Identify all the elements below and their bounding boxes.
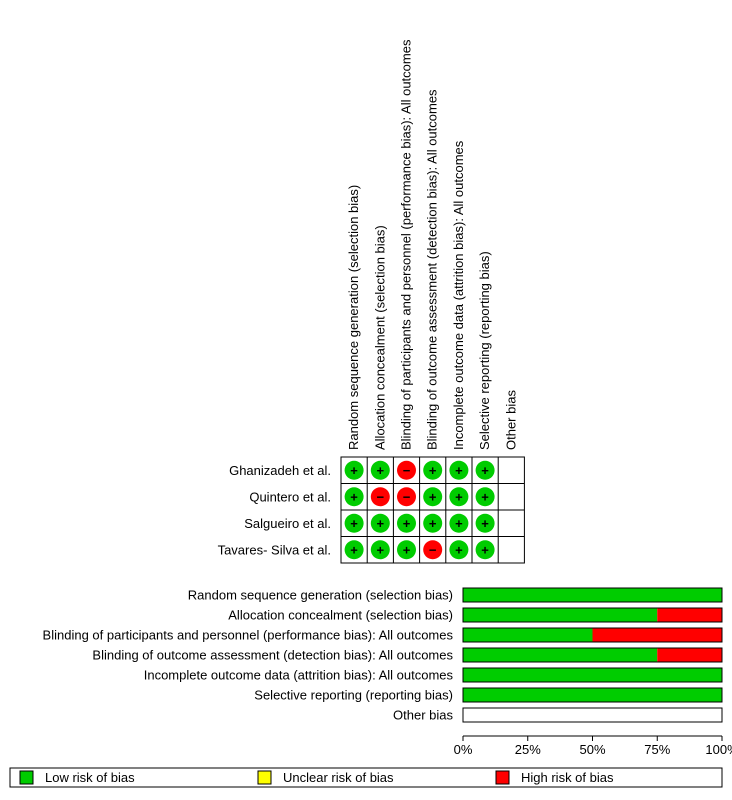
rating-low-mark <box>475 460 495 480</box>
domain-header: Other bias <box>503 390 518 450</box>
rating-symbol: − <box>403 489 411 504</box>
rating-symbol: + <box>403 542 411 557</box>
bar-label: Other bias <box>393 708 453 723</box>
bar-outline <box>462 627 723 643</box>
rating-low-mark <box>344 540 364 560</box>
rating-low-mark <box>344 460 364 480</box>
rating-low-mark <box>423 513 443 533</box>
study-label: Tavares- Silva et al. <box>218 542 331 557</box>
rating-symbol: + <box>429 516 437 531</box>
rating-low-mark <box>449 487 469 507</box>
legend-label: Low risk of bias <box>45 770 135 785</box>
rating-low-mark <box>423 460 443 480</box>
rating-low-mark <box>370 540 390 560</box>
rating-symbol: + <box>429 463 437 478</box>
rating-symbol: + <box>455 489 463 504</box>
rating-symbol: + <box>350 489 358 504</box>
bar-segment-low <box>463 608 658 622</box>
study-label: Salgueiro et al. <box>244 516 331 531</box>
bar-outline <box>462 687 723 703</box>
bar-segment-low <box>463 588 722 602</box>
rating-symbol: + <box>350 542 358 557</box>
study-label: Ghanizadeh et al. <box>229 463 331 478</box>
bar-outline <box>462 707 723 723</box>
rating-symbol: + <box>377 463 385 478</box>
rating-low-mark <box>475 513 495 533</box>
bar-segment-high <box>592 628 722 642</box>
bar-outline <box>462 667 723 683</box>
rating-high-mark <box>423 540 443 560</box>
risk-of-bias-graph: Random sequence generation (selection bi… <box>43 587 732 757</box>
bar-outline <box>462 587 723 603</box>
domain-header: Selective reporting (reporting bias) <box>477 251 492 450</box>
rating-symbol: + <box>481 542 489 557</box>
rating-symbol: + <box>377 516 385 531</box>
rating-symbol: + <box>481 516 489 531</box>
legend-swatch-low <box>19 770 34 785</box>
bar-segment-low <box>463 688 722 702</box>
bar-segment-high <box>657 648 722 662</box>
study-label: Quintero et al. <box>249 489 331 504</box>
rating-low-mark <box>475 487 495 507</box>
legend-swatch-unclear <box>257 770 272 785</box>
bar-label: Incomplete outcome data (attrition bias)… <box>144 668 454 683</box>
domain-header: Incomplete outcome data (attrition bias)… <box>451 140 466 450</box>
bar-outline <box>462 607 723 623</box>
legend-label: High risk of bias <box>521 770 614 785</box>
bar-segment-low <box>463 668 722 682</box>
rating-symbol: − <box>377 489 385 504</box>
domain-header: Allocation concealment (selection bias) <box>372 225 387 450</box>
domain-header: Blinding of outcome assessment (detectio… <box>425 89 440 450</box>
rating-symbol: − <box>403 463 411 478</box>
x-tick-label: 25% <box>515 742 541 757</box>
x-tick-label: 75% <box>644 742 670 757</box>
bar-label: Random sequence generation (selection bi… <box>188 588 453 603</box>
bar-label: Blinding of outcome assessment (detectio… <box>92 648 453 663</box>
x-tick-label: 50% <box>579 742 605 757</box>
bar-label: Selective reporting (reporting bias) <box>254 688 453 703</box>
rating-high-mark <box>397 487 416 507</box>
rating-high-mark <box>370 487 390 507</box>
rating-symbol: + <box>455 463 463 478</box>
rating-low-mark <box>449 540 469 560</box>
rating-symbol: + <box>377 542 385 557</box>
rating-symbol: + <box>350 463 358 478</box>
rating-symbol: + <box>350 516 358 531</box>
bar-outline <box>462 647 723 663</box>
rating-symbol: + <box>403 516 411 531</box>
bar-segment-high <box>657 608 722 622</box>
domain-header: Blinding of participants and personnel (… <box>399 39 414 450</box>
risk-of-bias-summary: Random sequence generation (selection bi… <box>218 39 525 564</box>
bar-label: Blinding of participants and personnel (… <box>43 628 454 643</box>
rating-low-mark <box>449 513 469 533</box>
rating-low-mark <box>344 487 364 507</box>
rating-low-mark <box>370 513 390 533</box>
rating-symbol: − <box>429 542 437 557</box>
legend-swatch-high <box>495 770 510 785</box>
rating-high-mark <box>397 460 416 480</box>
rating-symbol: + <box>481 463 489 478</box>
rating-low-mark <box>475 540 495 560</box>
legend-label: Unclear risk of bias <box>283 770 394 785</box>
rating-symbol: + <box>455 516 463 531</box>
rating-low-mark <box>397 540 416 560</box>
x-tick-label: 100% <box>705 742 732 757</box>
rating-low-mark <box>344 513 364 533</box>
x-tick-label: 0% <box>454 742 473 757</box>
bar-segment-low <box>463 648 658 662</box>
legend: Low risk of bias Unclear risk of bias High… <box>9 767 723 788</box>
bar-segment-low <box>463 628 593 642</box>
rating-symbol: + <box>481 489 489 504</box>
rating-low-mark <box>423 487 443 507</box>
rating-symbol: + <box>429 489 437 504</box>
rating-symbol: + <box>455 542 463 557</box>
bar-label: Allocation concealment (selection bias) <box>228 608 453 623</box>
rating-low-mark <box>397 513 416 533</box>
rating-low-mark <box>370 460 390 480</box>
domain-header: Random sequence generation (selection bi… <box>346 185 361 450</box>
legend-box <box>9 767 723 788</box>
rating-low-mark <box>449 460 469 480</box>
